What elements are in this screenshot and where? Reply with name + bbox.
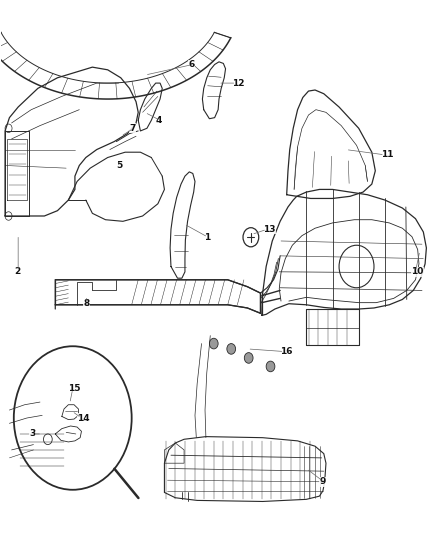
Circle shape [244, 353, 253, 364]
Text: 9: 9 [319, 478, 326, 486]
Text: 12: 12 [232, 78, 244, 87]
Text: 5: 5 [117, 161, 123, 170]
Circle shape [227, 344, 236, 354]
Circle shape [209, 338, 218, 349]
Text: 3: 3 [29, 430, 35, 439]
Circle shape [266, 361, 275, 372]
Text: 15: 15 [68, 384, 81, 393]
Text: 1: 1 [204, 233, 210, 242]
Text: 13: 13 [263, 225, 275, 234]
Text: 6: 6 [188, 60, 194, 69]
Text: 8: 8 [84, 299, 90, 308]
Text: 4: 4 [155, 116, 162, 125]
Text: 11: 11 [381, 150, 393, 159]
Text: 16: 16 [280, 347, 293, 356]
Text: 7: 7 [130, 124, 136, 133]
Text: 2: 2 [14, 268, 20, 276]
Text: 10: 10 [411, 268, 424, 276]
Text: 14: 14 [77, 414, 90, 423]
